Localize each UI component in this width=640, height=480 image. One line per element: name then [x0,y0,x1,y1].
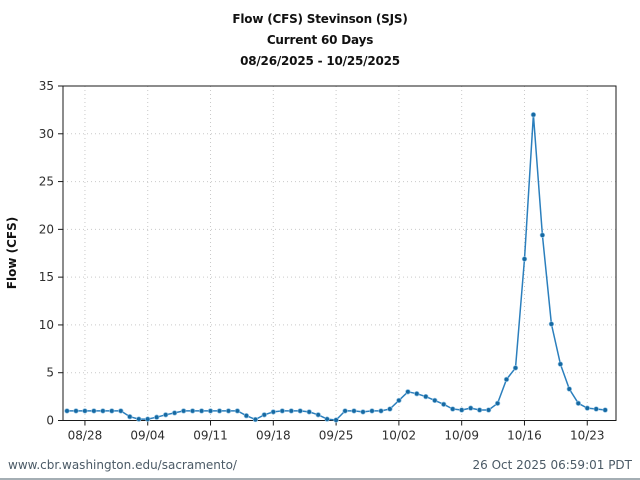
data-point [234,408,241,414]
data-point [405,389,411,395]
data-point [145,416,151,422]
data-point [476,407,483,413]
data-point [539,232,546,238]
data-point [378,408,384,414]
data-point [180,408,187,414]
data-point [252,416,259,423]
chart-title-line2: Current 60 Days [266,33,374,47]
data-point [557,361,564,367]
data-point [521,256,528,262]
window-bottom-edge [0,478,640,480]
y-tick-label: 35 [39,79,54,93]
y-tick-label: 20 [39,222,54,236]
data-point [315,412,321,418]
data-point [459,407,465,413]
generated-timestamp: 26 Oct 2025 06:59:01 PDT [472,458,632,472]
data-point [91,408,97,414]
data-point [118,408,124,414]
data-point [512,365,519,371]
x-tick-label: 09/11 [193,429,228,443]
data-point [468,405,474,411]
data-point [441,401,447,407]
data-point [584,405,590,411]
x-tick-label: 09/25 [319,429,354,443]
x-tick-label: 09/18 [256,429,291,443]
chart-title-line3: 08/26/2025 - 10/25/2025 [240,54,400,68]
data-point [351,408,357,414]
data-point [503,376,510,383]
data-point [216,408,223,414]
data-point [396,397,402,404]
data-point [414,391,420,397]
x-tick-label: 10/02 [382,429,417,443]
data-point [198,408,205,414]
data-point [485,407,492,413]
data-point [82,408,88,414]
y-axis-title: Flow (CFS) [5,217,19,289]
data-point [127,414,133,420]
data-point [306,409,312,415]
data-point [333,417,339,423]
data-point [494,400,501,406]
data-point [288,408,294,414]
data-point [602,407,608,413]
data-point [189,408,196,414]
data-point [324,416,330,422]
data-point [279,408,285,414]
data-point [270,409,276,415]
y-tick-label: 25 [39,175,54,189]
data-point [530,112,537,118]
data-point [297,408,303,414]
x-tick-label: 10/16 [507,429,542,443]
x-tick-label: 10/23 [570,429,605,443]
source-url: www.cbr.washington.edu/sacramento/ [8,458,237,472]
data-point [432,397,438,404]
data-point [100,408,106,414]
data-point [109,408,115,414]
y-tick-label: 15 [39,270,54,284]
data-point [548,321,555,327]
data-point [225,408,232,414]
data-point [163,412,169,418]
data-point [64,408,70,414]
data-point [369,408,375,414]
x-tick-label: 09/04 [130,429,165,443]
data-point [566,386,572,392]
data-point [360,409,366,415]
data-point [136,416,142,422]
data-point [387,406,393,412]
y-tick-label: 10 [39,318,54,332]
x-tick-label: 10/09 [444,429,479,443]
x-tick-label: 08/28 [68,429,103,443]
data-point [154,414,160,420]
data-point [423,393,429,400]
plot-frame [62,85,617,421]
data-point [593,406,599,412]
data-point [207,408,214,414]
footer-bar: www.cbr.washington.edu/sacramento/ 26 Oc… [0,454,640,474]
data-point [73,408,79,414]
data-point [575,400,581,406]
data-point [171,410,178,416]
data-point [342,408,348,414]
y-tick-label: 30 [39,127,54,141]
chart-title-line1: Flow (CFS) Stevinson (SJS) [232,12,408,26]
data-point [450,406,456,412]
y-tick-label: 5 [46,366,54,380]
y-tick-label: 0 [46,414,54,428]
data-point [243,413,250,419]
chart-title-block: Flow (CFS) Stevinson (SJS) Current 60 Da… [0,9,640,72]
data-point [261,412,267,418]
